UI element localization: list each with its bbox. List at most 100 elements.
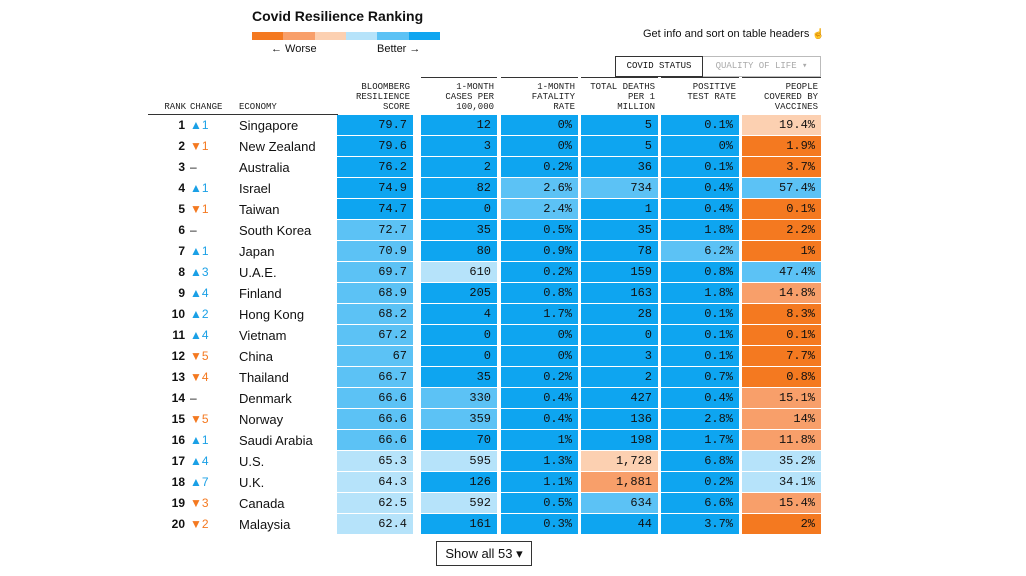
metric-cell: 359 <box>421 409 497 429</box>
metric-cell: 70.9 <box>337 241 413 261</box>
change: ▲1 <box>190 433 209 447</box>
metric-cell: 2.2% <box>742 220 821 240</box>
rank: 8 <box>178 265 185 279</box>
change: ▲2 <box>190 307 209 321</box>
rank: 9 <box>178 286 185 300</box>
metric-cell: 198 <box>581 430 658 450</box>
metric-cell: 15.1% <box>742 388 821 408</box>
change: ▲1 <box>190 181 209 195</box>
metric-cell: 136 <box>581 409 658 429</box>
change: ▼5 <box>190 349 209 363</box>
metric-cell: 205 <box>421 283 497 303</box>
change: ▲4 <box>190 454 209 468</box>
legend-swatch <box>283 32 315 40</box>
rank: 4 <box>178 181 185 195</box>
economy: Denmark <box>239 391 292 406</box>
metric-cell: 2.8% <box>661 409 739 429</box>
metric-cell: 0.8% <box>661 262 739 282</box>
metric-cell: 12 <box>421 115 497 135</box>
rank: 10 <box>171 307 185 321</box>
economy: U.S. <box>239 454 265 469</box>
metric-cell: 6.6% <box>661 493 739 513</box>
metric-cell: 80 <box>421 241 497 261</box>
rank: 11 <box>172 328 185 342</box>
metric-cell: 161 <box>421 514 497 534</box>
metric-cell: 0% <box>501 115 578 135</box>
economy: Norway <box>239 412 284 427</box>
metric-cell: 0% <box>501 346 578 366</box>
metric-cell: 1.7% <box>661 430 739 450</box>
economy: Finland <box>239 286 282 301</box>
metric-cell: 74.7 <box>337 199 413 219</box>
metric-cell: 0.4% <box>661 388 739 408</box>
metric-cell: 595 <box>421 451 497 471</box>
metric-cell: 70 <box>421 430 497 450</box>
metric-cell: 0.1% <box>742 199 821 219</box>
economy: Canada <box>239 496 285 511</box>
metric-cell: 1,728 <box>581 451 658 471</box>
hand-icon: ☝ <box>812 29 825 40</box>
metric-cell: 1 <box>581 199 658 219</box>
tab-label: QUALITY OF LIFE <box>715 61 797 71</box>
metric-cell: 1.7% <box>501 304 578 324</box>
metric-cell: 82 <box>421 178 497 198</box>
column-header: RANK <box>164 102 186 112</box>
metric-cell: 0.3% <box>501 514 578 534</box>
metric-cell: 2% <box>742 514 821 534</box>
metric-cell: 35 <box>421 367 497 387</box>
column-header: ECONOMY <box>239 102 277 112</box>
metric-cell: 163 <box>581 283 658 303</box>
metric-cell: 0.4% <box>501 388 578 408</box>
legend-bar <box>252 32 440 40</box>
header-rule <box>661 77 739 78</box>
change: ▼4 <box>190 370 209 384</box>
metric-cell: 35 <box>581 220 658 240</box>
metric-cell: 11.8% <box>742 430 821 450</box>
legend-better: Better → <box>377 43 421 55</box>
metric-cell: 0.4% <box>661 199 739 219</box>
metric-cell: 0.1% <box>661 115 739 135</box>
tab-inactive[interactable]: QUALITY OF LIFE ▾ <box>703 56 821 77</box>
metric-cell: 6.8% <box>661 451 739 471</box>
change: ▲1 <box>190 118 209 132</box>
note: Get info and sort on table headers ☝ <box>643 28 825 40</box>
tab-active[interactable]: COVID STATUS <box>615 56 703 77</box>
legend-swatch <box>377 32 409 40</box>
metric-cell: 1,881 <box>581 472 658 492</box>
rank: 1 <box>178 118 185 132</box>
metric-cell: 1.1% <box>501 472 578 492</box>
metric-cell: 67.2 <box>337 325 413 345</box>
metric-cell: 0.2% <box>661 472 739 492</box>
metric-cell: 3 <box>581 346 658 366</box>
metric-cell: 0 <box>581 325 658 345</box>
metric-cell: 3 <box>421 136 497 156</box>
economy: Hong Kong <box>239 307 305 322</box>
rank: 6 <box>178 223 185 237</box>
economy: New Zealand <box>239 139 316 154</box>
metric-cell: 14.8% <box>742 283 821 303</box>
metric-cell: 3.7% <box>742 157 821 177</box>
metric-cell: 0% <box>661 136 739 156</box>
metric-cell: 0.1% <box>661 325 739 345</box>
economy: Israel <box>239 181 271 196</box>
metric-cell: 0% <box>501 136 578 156</box>
change: ▲3 <box>190 265 209 279</box>
header-rule <box>148 114 338 115</box>
metric-cell: 35 <box>421 220 497 240</box>
change: ▲4 <box>190 286 209 300</box>
change: ▲7 <box>190 475 209 489</box>
metric-cell: 5 <box>581 115 658 135</box>
metric-cell: 0.4% <box>661 178 739 198</box>
metric-cell: 0 <box>421 199 497 219</box>
header-rule <box>421 77 497 78</box>
column-header: CHANGE <box>190 102 223 112</box>
column-header: BLOOMBERG RESILIENCE SCORE <box>355 82 410 112</box>
metric-cell: 0.2% <box>501 367 578 387</box>
show-all-button[interactable]: Show all 53 ▾ <box>436 541 532 566</box>
metric-cell: 0.9% <box>501 241 578 261</box>
metric-cell: 0.2% <box>501 262 578 282</box>
rank: 17 <box>171 454 185 468</box>
rank: 14 <box>171 391 185 405</box>
metric-cell: 28 <box>581 304 658 324</box>
